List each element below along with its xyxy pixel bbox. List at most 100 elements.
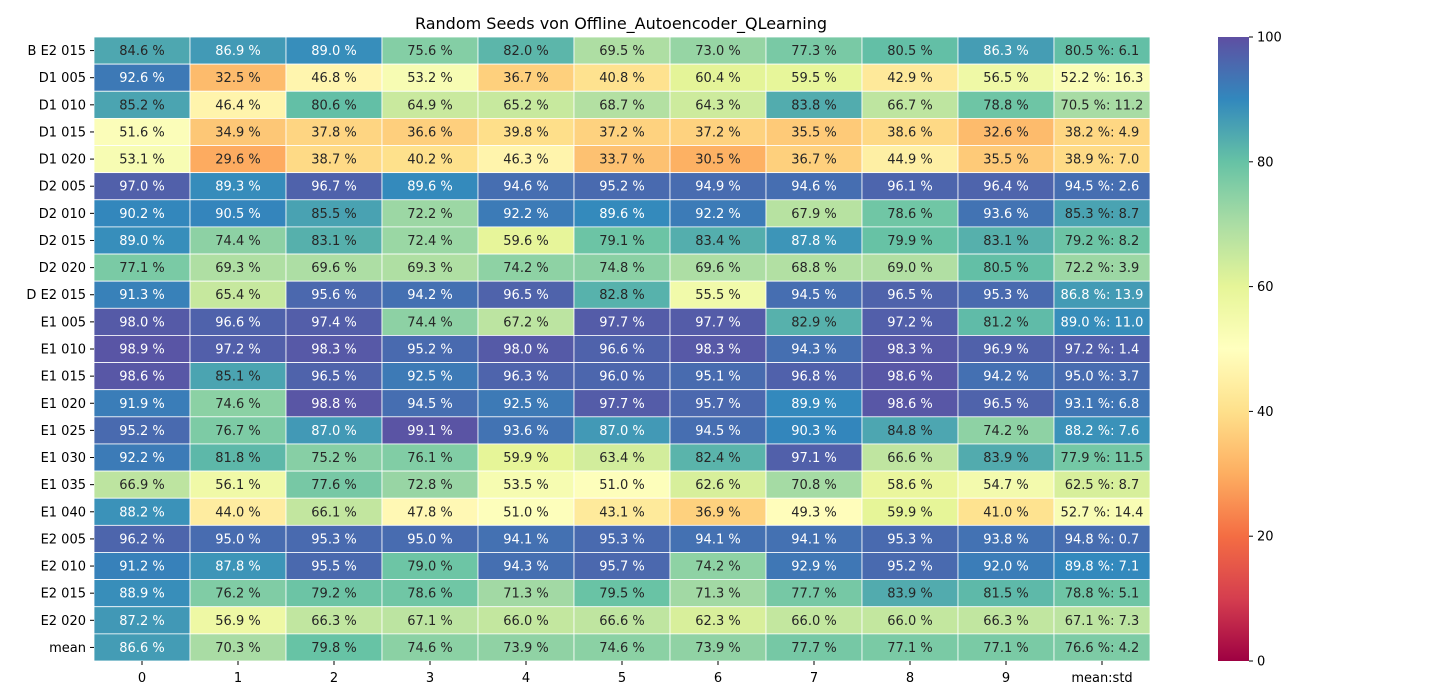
cell-value-label: 81.8 % [215, 451, 260, 466]
column-label: 6 [714, 671, 722, 686]
cell-value-label: 97.2 %: 1.4 [1065, 343, 1140, 358]
cell-value-label: 54.7 % [983, 478, 1028, 493]
cell-value-label: 93.6 % [983, 207, 1028, 222]
heatmap-cell [381, 172, 479, 201]
heatmap-cell [93, 36, 191, 65]
column-label: 4 [522, 671, 530, 686]
heatmap-cell [765, 36, 863, 65]
row-label: E1 010 [41, 343, 86, 358]
cell-value-label: 77.7 % [791, 641, 836, 656]
cell-value-label: 79.5 % [599, 587, 644, 602]
row-label: D1 015 [39, 125, 86, 140]
cell-value-label: 94.6 % [503, 180, 548, 195]
cell-value-label: 62.6 % [695, 478, 740, 493]
heatmap-cell [765, 226, 863, 255]
cell-value-label: 36.6 % [407, 125, 452, 140]
cell-value-label: 80.5 %: 6.1 [1065, 44, 1140, 59]
cell-value-label: 96.5 % [503, 288, 548, 303]
cell-value-label: 52.7 %: 14.4 [1061, 505, 1144, 520]
cell-value-label: 85.3 %: 8.7 [1065, 207, 1140, 222]
heatmap-cell [861, 307, 959, 336]
heatmap-cell [1053, 552, 1151, 581]
cell-value-label: 74.6 % [407, 641, 452, 656]
cell-value-label: 91.9 % [119, 397, 164, 412]
cell-value-label: 37.2 % [599, 125, 644, 140]
heatmap-cell [573, 90, 671, 119]
cell-value-label: 95.2 % [887, 560, 932, 575]
cell-value-label: 75.6 % [407, 44, 452, 59]
cell-value-label: 83.8 % [791, 98, 836, 113]
heatmap-cell [189, 416, 287, 445]
heatmap-cell [1053, 470, 1151, 499]
cell-value-label: 80.5 % [887, 44, 932, 59]
heatmap-cell [285, 416, 383, 445]
heatmap-cell [285, 389, 383, 418]
heatmap-cell [669, 579, 767, 608]
heatmap-cell [1053, 117, 1151, 146]
cell-value-label: 33.7 % [599, 153, 644, 168]
cell-value-label: 64.3 % [695, 98, 740, 113]
heatmap-cell [93, 524, 191, 553]
heatmap-cell [957, 36, 1055, 65]
heatmap-cell [477, 63, 575, 92]
heatmap-cell [1053, 63, 1151, 92]
cell-value-label: 67.1 % [407, 614, 452, 629]
heatmap-cell [573, 362, 671, 391]
cell-value-label: 73.9 % [503, 641, 548, 656]
cell-value-label: 73.0 % [695, 44, 740, 59]
heatmap-cell [669, 199, 767, 228]
cell-value-label: 74.4 % [215, 234, 260, 249]
cell-value-label: 38.7 % [311, 153, 356, 168]
cell-value-label: 36.7 % [791, 153, 836, 168]
cell-value-label: 79.9 % [887, 234, 932, 249]
heatmap-cell [1053, 633, 1151, 662]
colorbar-tick-label: 0 [1257, 655, 1265, 670]
heatmap-cell [1053, 90, 1151, 119]
row-label: E1 005 [41, 315, 86, 330]
cell-value-label: 79.8 % [311, 641, 356, 656]
cell-value-label: 74.2 % [695, 560, 740, 575]
heatmap-cell [573, 172, 671, 201]
cell-value-label: 95.2 % [119, 424, 164, 439]
cell-value-label: 98.0 % [503, 343, 548, 358]
cell-value-label: 68.7 % [599, 98, 644, 113]
cell-value-label: 72.2 % [407, 207, 452, 222]
cell-value-label: 89.0 % [311, 44, 356, 59]
cell-value-label: 96.9 % [983, 343, 1028, 358]
heatmap-cell [285, 362, 383, 391]
heatmap-cell [189, 579, 287, 608]
heatmap-cell [765, 579, 863, 608]
cell-value-label: 98.0 % [119, 315, 164, 330]
cell-value-label: 71.3 % [503, 587, 548, 602]
heatmap-cell [861, 389, 959, 418]
cell-value-label: 65.2 % [503, 98, 548, 113]
heatmap-cell [1053, 226, 1151, 255]
heatmap-cell [669, 633, 767, 662]
heatmap-cell [1053, 253, 1151, 282]
heatmap-cell [477, 389, 575, 418]
heatmap-cell [285, 579, 383, 608]
cell-value-label: 74.6 % [599, 641, 644, 656]
cell-value-label: 92.2 % [503, 207, 548, 222]
heatmap-cell [93, 145, 191, 174]
heatmap-cell [861, 90, 959, 119]
row-label: D E2 015 [26, 288, 86, 303]
cell-value-label: 89.9 % [791, 397, 836, 412]
cell-value-label: 29.6 % [215, 153, 260, 168]
row-label: E1 040 [41, 505, 86, 520]
cell-value-label: 69.5 % [599, 44, 644, 59]
heatmap-cell [189, 335, 287, 363]
cell-value-label: 51.6 % [119, 125, 164, 140]
cell-value-label: 35.5 % [791, 125, 836, 140]
cell-value-label: 99.1 % [407, 424, 452, 439]
heatmap-cell [573, 579, 671, 608]
cell-value-label: 94.5 %: 2.6 [1065, 180, 1140, 195]
cell-value-label: 91.3 % [119, 288, 164, 303]
heatmap-cell [285, 335, 383, 363]
cell-value-label: 74.4 % [407, 315, 452, 330]
heatmap-cell [477, 552, 575, 581]
heatmap-cell [1053, 172, 1151, 201]
cell-value-label: 78.8 % [983, 98, 1028, 113]
heatmap-cell [477, 90, 575, 119]
cell-value-label: 98.6 % [887, 397, 932, 412]
